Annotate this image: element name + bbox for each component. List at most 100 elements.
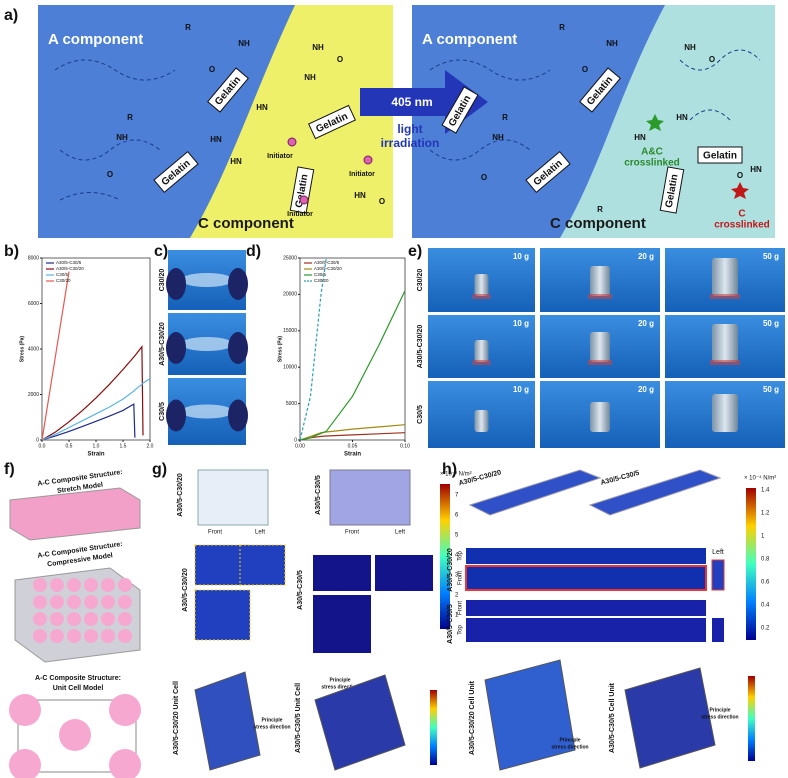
- crosslink-label: crosslinked: [714, 220, 770, 231]
- c-component-region: [560, 5, 775, 238]
- crosslink-label: C: [738, 209, 745, 220]
- chem-label: O: [107, 170, 113, 179]
- particle: [33, 595, 47, 609]
- stress-map: [466, 618, 706, 642]
- particle: [118, 595, 132, 609]
- legend-label: C30/20: [314, 278, 329, 283]
- sim-beam: [468, 469, 602, 516]
- sample-label: A30/5-C30/5: [600, 470, 640, 487]
- crosslink-label: A&C: [641, 147, 663, 158]
- x-tick-label: 0.5: [66, 443, 73, 449]
- particle: [101, 612, 115, 626]
- particle: [101, 595, 115, 609]
- x-tick-label: 0.0: [39, 443, 46, 449]
- gel-block: [710, 360, 740, 365]
- weight-label: 10 g: [513, 252, 529, 261]
- glove: [228, 399, 248, 432]
- chem-label: R: [502, 113, 508, 122]
- stress-map: [313, 555, 371, 591]
- cell-stress-map: [484, 659, 576, 771]
- row-label: C30/20: [159, 269, 166, 292]
- glove: [228, 268, 248, 300]
- x-tick-label: 1.5: [120, 443, 127, 449]
- series-line: [300, 424, 405, 440]
- gelatin-box: [579, 67, 621, 113]
- stress-map: [194, 589, 251, 641]
- glove: [166, 332, 186, 364]
- stress-label: Principle: [261, 717, 282, 723]
- particle: [109, 694, 141, 726]
- chem-label: NH: [116, 133, 128, 142]
- gelatin-box: [659, 166, 685, 214]
- gel-sample: [181, 337, 233, 351]
- particle: [67, 629, 81, 643]
- y-tick-label: 4000: [28, 346, 39, 352]
- gel-block: [472, 360, 491, 365]
- stress-map: [466, 600, 706, 616]
- stress-label: stress direction: [551, 744, 588, 750]
- initiator-label: Initiator: [349, 171, 375, 178]
- glove: [228, 332, 248, 364]
- particle: [109, 749, 141, 778]
- weight: [590, 402, 610, 432]
- row-label: A30/5-C30/20: [159, 322, 166, 366]
- y-tick-label: 15000: [283, 328, 297, 334]
- gelatin-box: [697, 146, 743, 164]
- y-tick-label: 25000: [283, 255, 297, 261]
- particle: [33, 578, 47, 592]
- colorbar-tick: 0.8: [761, 557, 770, 563]
- stress-map: [712, 618, 724, 642]
- legend-label: A30/5-C30/20: [56, 266, 84, 271]
- colorbar-tick: 1: [761, 534, 765, 540]
- x-tick-label: 0.00: [295, 443, 305, 449]
- weight-label: 50 g: [763, 319, 779, 328]
- initiator: [363, 155, 373, 165]
- chem-label: NH: [606, 39, 618, 48]
- cell-label: A30/5-C30/5 Unit Cell: [295, 683, 302, 753]
- weight: [712, 394, 738, 432]
- x-tick-label: 1.0: [93, 443, 100, 449]
- chem-label: O: [337, 55, 343, 64]
- panel-label: a): [4, 7, 18, 24]
- particle: [84, 595, 98, 609]
- particle: [67, 612, 81, 626]
- gelatin-box: [207, 67, 249, 113]
- particle: [9, 694, 41, 726]
- chem-label: O: [709, 55, 715, 64]
- sim-cube: [329, 469, 411, 526]
- weight-label: 10 g: [513, 319, 529, 328]
- series-line: [300, 258, 327, 440]
- series-line: [300, 432, 405, 440]
- weight-label: 20 g: [638, 252, 654, 261]
- y-tick-label: 6000: [28, 301, 39, 307]
- panel-label: e): [408, 243, 422, 260]
- chem-label: HN: [634, 133, 646, 142]
- weight: [590, 266, 610, 296]
- row-label: C30/20: [417, 269, 424, 292]
- cell-label: A30/5-C30/20 Unit Cell: [173, 681, 180, 755]
- cell-label: A30/5-C30/5 Cell Unit: [609, 682, 616, 753]
- polymer-chains: [54, 49, 761, 201]
- particle: [118, 578, 132, 592]
- sample-label: A30/5-C30/20: [177, 473, 184, 517]
- sample-label: A30/5-C30/5: [297, 570, 304, 610]
- chem-label: HN: [750, 165, 762, 174]
- particle: [50, 578, 64, 592]
- colorbar-tick: 1.2: [761, 511, 770, 517]
- stress-map: [465, 565, 707, 591]
- view-label: Left: [395, 530, 405, 536]
- chem-label: NH: [684, 43, 696, 52]
- panel-label: h): [442, 461, 457, 478]
- panel-label: b): [4, 243, 19, 260]
- stress-map: [239, 544, 286, 586]
- stress-label: Principle: [559, 737, 580, 743]
- ac-crosslink-star: [646, 114, 664, 131]
- chem-label: NH: [238, 39, 250, 48]
- series-line: [42, 271, 70, 440]
- view-label: Front: [208, 530, 222, 536]
- weight: [474, 274, 489, 296]
- particle: [67, 578, 81, 592]
- colorbar: [440, 484, 450, 629]
- crosslink-label: crosslinked: [624, 158, 680, 169]
- stress-label: stress direction: [253, 724, 290, 730]
